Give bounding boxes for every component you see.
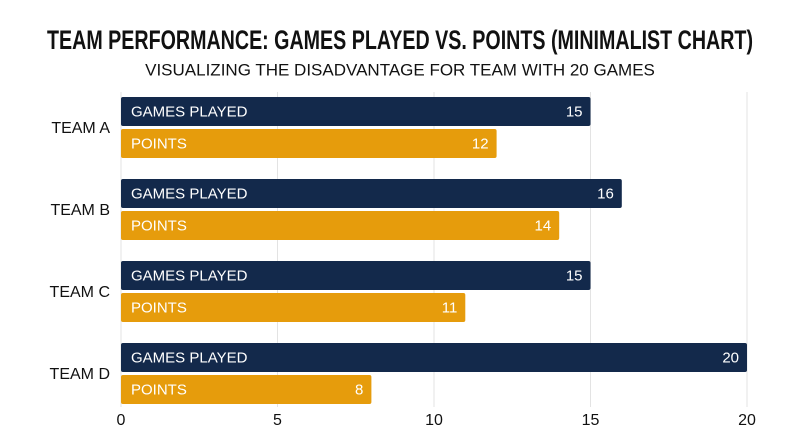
- bar: [121, 343, 747, 372]
- value-label: 15: [566, 267, 583, 284]
- bar: [121, 179, 622, 208]
- series-label: GAMES PLAYED: [131, 267, 248, 284]
- value-label: 20: [722, 349, 739, 366]
- series-label: POINTS: [131, 381, 187, 398]
- chart-subtitle: VISUALIZING THE DISADVANTAGE FOR TEAM WI…: [145, 60, 655, 79]
- bar: [121, 129, 497, 158]
- value-label: 8: [355, 381, 363, 398]
- x-tick-label: 20: [738, 412, 756, 429]
- value-label: 14: [535, 217, 552, 234]
- x-tick-label: 5: [273, 412, 282, 429]
- value-label: 15: [566, 103, 583, 120]
- x-tick-label: 10: [425, 412, 443, 429]
- series-label: GAMES PLAYED: [131, 103, 248, 120]
- x-tick-label: 0: [117, 412, 126, 429]
- series-label: POINTS: [131, 135, 187, 152]
- value-label: 12: [472, 135, 489, 152]
- y-tick-label: TEAM B: [50, 202, 110, 219]
- value-label: 16: [597, 185, 614, 202]
- value-label: 11: [442, 299, 458, 316]
- series-label: POINTS: [131, 299, 187, 316]
- bar: [121, 375, 372, 404]
- bar: [121, 293, 466, 322]
- bar: [121, 97, 591, 126]
- series-label: GAMES PLAYED: [131, 185, 248, 202]
- x-tick-label: 15: [582, 412, 600, 429]
- y-tick-label: TEAM A: [51, 120, 110, 137]
- y-tick-label: TEAM D: [50, 366, 110, 383]
- series-label: POINTS: [131, 217, 187, 234]
- bar: [121, 211, 560, 240]
- series-label: GAMES PLAYED: [131, 349, 248, 366]
- y-tick-label: TEAM C: [50, 284, 110, 301]
- bar: [121, 261, 591, 290]
- chart-title: TEAM PERFORMANCE: GAMES PLAYED VS. POINT…: [47, 25, 753, 55]
